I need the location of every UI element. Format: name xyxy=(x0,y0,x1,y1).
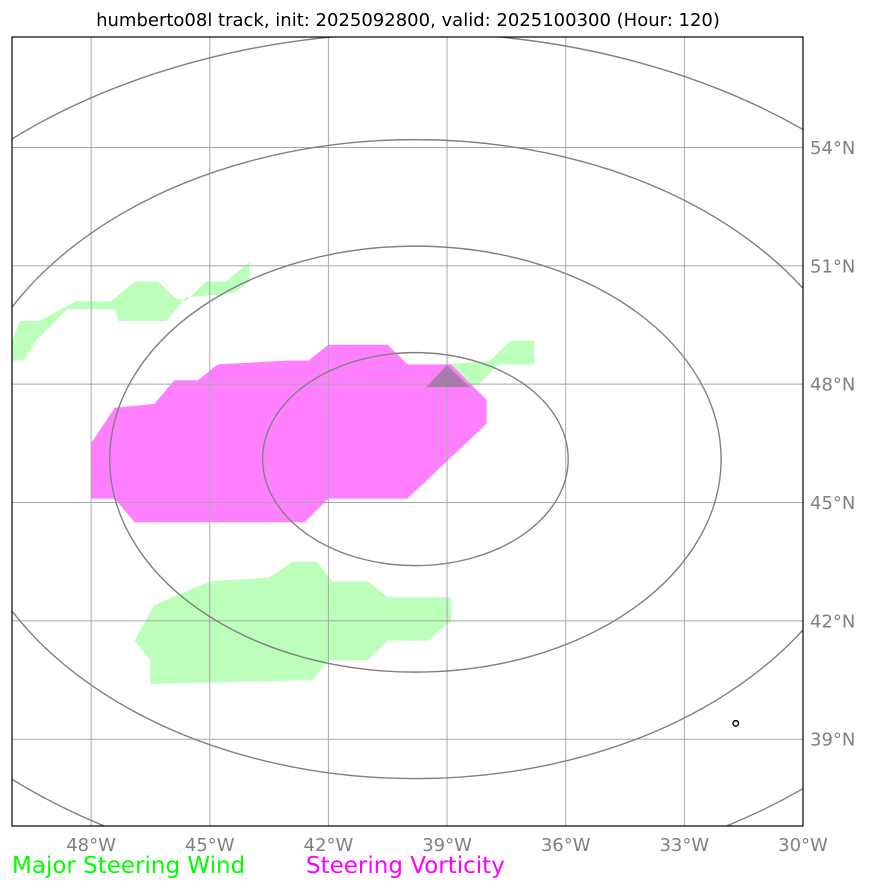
map-plot-area xyxy=(12,37,803,826)
lat-tick-label: 45°N xyxy=(810,493,855,514)
lon-tick-label: 39°W xyxy=(422,835,472,856)
map-markers xyxy=(426,365,740,727)
steering-vorticity-region xyxy=(91,344,487,523)
range-ring xyxy=(261,351,569,567)
lat-tick-label: 48°N xyxy=(810,375,855,396)
steering-wind-layer xyxy=(12,261,535,684)
lon-tick-label: 33°W xyxy=(659,835,709,856)
legend-steering-vorticity-label: Steering Vorticity xyxy=(306,853,505,879)
map-frame xyxy=(11,36,804,827)
lat-tick-label: 39°N xyxy=(810,730,855,751)
range-ring xyxy=(12,139,803,780)
steering-wind-region xyxy=(134,561,451,684)
lon-tick-label: 30°W xyxy=(778,835,828,856)
range-ring xyxy=(109,245,722,673)
lon-tick-label: 42°W xyxy=(304,835,354,856)
storm-position-marker xyxy=(426,365,471,388)
legend-steering-wind-label: Major Steering Wind xyxy=(12,853,246,879)
lat-tick-label: 51°N xyxy=(810,256,855,277)
lat-tick-label: 54°N xyxy=(810,138,855,159)
legend-steering-vorticity: Steering Vorticity xyxy=(306,852,505,880)
steering-wind-region xyxy=(12,261,250,361)
steering-wind-region xyxy=(447,340,535,389)
coastline-island-marker xyxy=(732,719,740,727)
map-title: humberto08l track, init: 2025092800, val… xyxy=(96,10,720,31)
lon-tick-label: 36°W xyxy=(541,835,591,856)
range-rings xyxy=(12,37,803,826)
lon-tick-label: 45°W xyxy=(185,835,235,856)
steering-vorticity-layer xyxy=(91,344,487,523)
gridlines xyxy=(12,37,803,826)
lon-tick-label: 48°W xyxy=(66,835,116,856)
legend-steering-wind: Major Steering Wind xyxy=(12,852,245,880)
tick-labels: 48°W 45°W 42°W 39°W 36°W 33°W 30°W 39°N 42°N 45°N… xyxy=(66,138,855,856)
lat-tick-label: 42°N xyxy=(810,611,855,632)
